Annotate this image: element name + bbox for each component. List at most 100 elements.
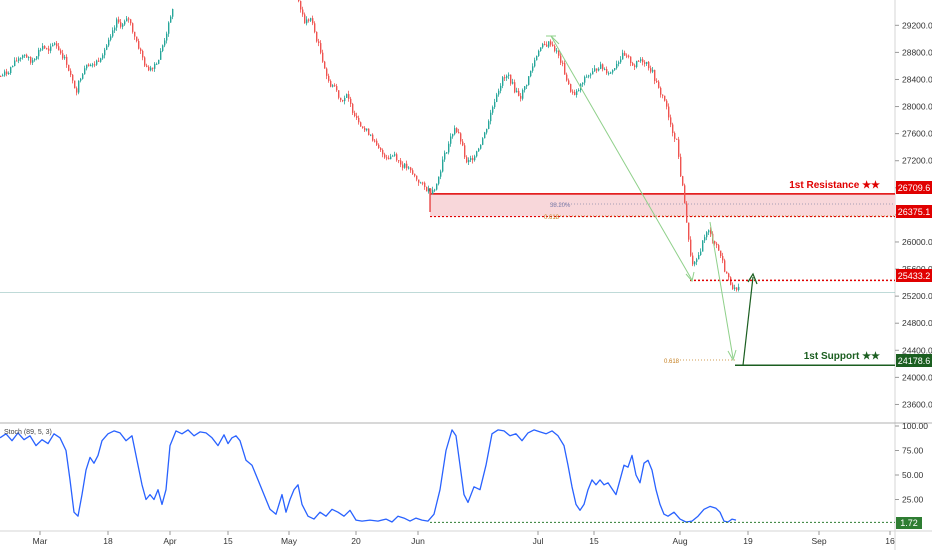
candle-body [642,59,644,63]
candle-body [490,112,492,122]
candle-body [364,127,366,131]
candle-body [560,55,562,63]
candle-body [128,18,130,20]
candle-body [372,134,374,141]
oscillator-title: Stoch (89, 5, 3) [4,429,52,436]
candle-body [482,138,484,145]
candle-body [46,48,48,50]
candle-body [394,154,396,156]
candle-body [12,66,14,68]
candle-body [362,126,364,128]
candle-body [602,64,604,70]
candle-body [134,31,136,37]
candle-body [678,139,680,157]
candle-body [336,86,338,91]
price-tick-label: 28000.00 [902,102,932,112]
candle-body [548,41,550,47]
candle-body [680,156,682,177]
candle-body [546,44,548,47]
candle-body [434,189,436,191]
overlay-layer [546,35,895,367]
time-tick-label: 18 [103,536,113,546]
candle-body [584,76,586,83]
candle-body [632,63,634,66]
candle-body [736,287,738,290]
candle-body [582,82,584,85]
candle-body [110,36,112,40]
candle-body [356,115,358,118]
candle-body [146,65,148,67]
candle-body [410,167,412,171]
candle-body [688,222,690,240]
candle-body [498,90,500,95]
candle-body [594,68,596,72]
candle-body [444,152,446,160]
candle-body [700,251,702,256]
candle-body [400,160,402,165]
candle-body [578,90,580,92]
candle-body [472,158,474,161]
candle-body [38,49,40,57]
candle-body [28,57,30,59]
candle-body [150,67,152,71]
candle-body [478,148,480,152]
candle-body [474,156,476,161]
fib-move-start-tick [546,35,560,45]
candle-body [80,78,82,81]
candle-body [554,46,556,51]
support-label: 1st Support ★★ [804,351,880,362]
candle-body [162,45,164,52]
candle-body [586,76,588,78]
candle-body [722,256,724,261]
candle-body [422,182,424,184]
candle-body [522,90,524,99]
candle-body [652,69,654,72]
osc-tick-label: 75.00 [902,446,924,456]
svg-text:26709.6: 26709.6 [898,183,931,193]
candle-body [326,68,328,76]
candle-body [140,48,142,51]
candle-body [598,68,600,71]
candle-body [476,151,478,157]
candle-body [500,85,502,91]
candle-body [696,259,698,262]
candle-body [120,22,122,27]
price-tick-label: 25200.00 [902,291,932,301]
candle-body [532,66,534,71]
candle-body [436,183,438,190]
candle-body [348,94,350,99]
candle-body [172,9,174,17]
candle-body [86,64,88,69]
pivot-callout: 25433.2 [896,269,932,282]
candle-body [448,143,450,153]
candle-body [92,64,94,66]
candle-body [136,36,138,42]
fib-move-line-2 [709,221,734,359]
candle-body [514,82,516,93]
candle-body [130,19,132,24]
candle-body [566,74,568,81]
candle-body [416,175,418,180]
candle-body [518,90,520,96]
zone-layer [0,188,895,361]
candle-body [520,95,522,99]
candle-body [62,53,64,59]
bounce-arrow-line [742,276,754,366]
candle-body [34,58,36,61]
candle-body [382,149,384,155]
candle-body [718,245,720,251]
candle-body [706,232,708,238]
candle-body [604,69,606,71]
candle-body [18,58,20,61]
candle-body [622,52,624,60]
candle-body [54,43,56,45]
candle-body [694,261,696,265]
bounce-arrow-head [747,272,758,285]
time-tick-label: Sep [811,536,826,546]
candle-body [470,158,472,160]
candle-body [704,237,706,241]
candle-body [346,94,348,98]
candle-body [108,39,110,46]
candle-body [644,62,646,64]
